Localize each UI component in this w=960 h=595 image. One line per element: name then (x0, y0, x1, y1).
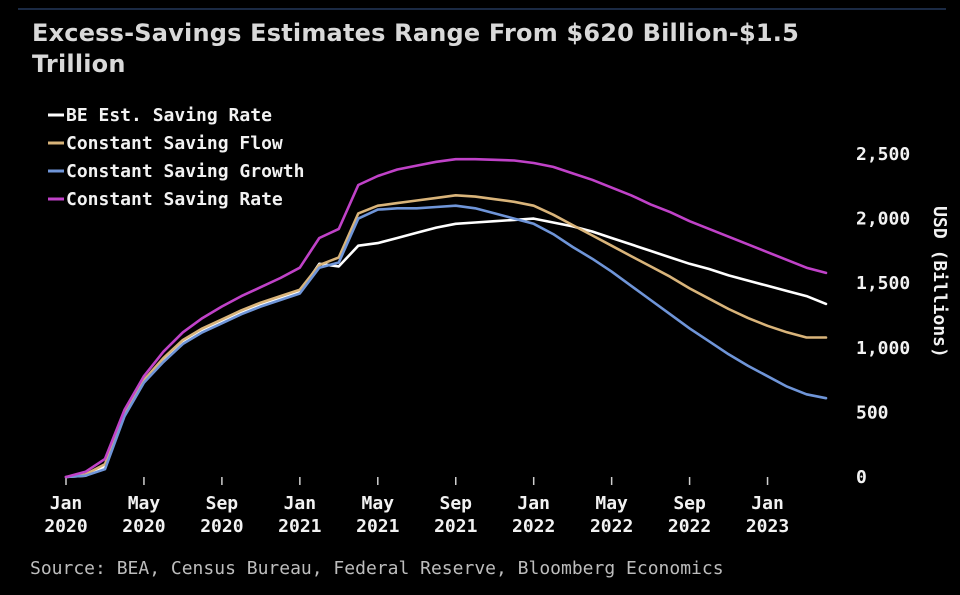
legend-label: Constant Saving Flow (66, 133, 283, 154)
x-tick-label-month: May (128, 493, 161, 514)
series-line-constant-saving-rate (64, 157, 828, 479)
x-tick-label-month: May (595, 493, 628, 514)
y-axis-label: USD (Billions) (929, 206, 950, 358)
plot-area (64, 157, 828, 479)
legend-label: BE Est. Saving Rate (66, 105, 272, 126)
x-tick-label-year: 2023 (746, 516, 789, 537)
y-tick-label: 2,000 (856, 209, 910, 230)
x-tick-label-year: 2021 (434, 516, 477, 537)
series-line-constant-saving-flow (64, 194, 828, 479)
y-tick-label: 1,000 (856, 338, 910, 359)
legend: BE Est. Saving Rate Constant Saving Flow C… (48, 105, 304, 210)
x-axis: Jan2020May2020Sep2020Jan2021May2021Sep20… (44, 477, 789, 537)
x-tick-label-month: Sep (439, 493, 472, 514)
x-tick-label-year: 2021 (356, 516, 399, 537)
x-tick-label-month: Sep (673, 493, 706, 514)
x-tick-label-month: May (362, 493, 395, 514)
x-tick-label-year: 2022 (590, 516, 633, 537)
x-tick-label-year: 2022 (668, 516, 711, 537)
series-line-constant-saving-growth (64, 204, 828, 479)
x-tick-label-year: 2020 (44, 516, 87, 537)
x-tick-label-year: 2022 (512, 516, 555, 537)
x-tick-label-year: 2020 (122, 516, 165, 537)
chart-title: Excess-Savings Estimates Range From $620… (32, 19, 799, 78)
y-tick-label: 1,500 (856, 273, 910, 294)
x-tick-label-month: Jan (517, 493, 550, 514)
y-tick-label: 2,500 (856, 144, 910, 165)
source-note: Source: BEA, Census Bureau, Federal Rese… (30, 558, 724, 579)
chart-frame (18, 8, 946, 595)
x-tick-label-month: Jan (751, 493, 784, 514)
y-tick-label: 500 (856, 402, 889, 423)
legend-label: Constant Saving Growth (66, 161, 304, 182)
x-tick-label-year: 2021 (278, 516, 321, 537)
x-tick-label-month: Jan (50, 493, 83, 514)
x-tick-label-month: Sep (206, 493, 239, 514)
x-tick-label-month: Jan (284, 493, 317, 514)
x-tick-label-year: 2020 (200, 516, 243, 537)
y-axis: 0 500 1,000 1,500 2,000 2,500 (856, 144, 910, 488)
legend-label: Constant Saving Rate (66, 189, 283, 210)
y-tick-label: 0 (856, 467, 867, 488)
